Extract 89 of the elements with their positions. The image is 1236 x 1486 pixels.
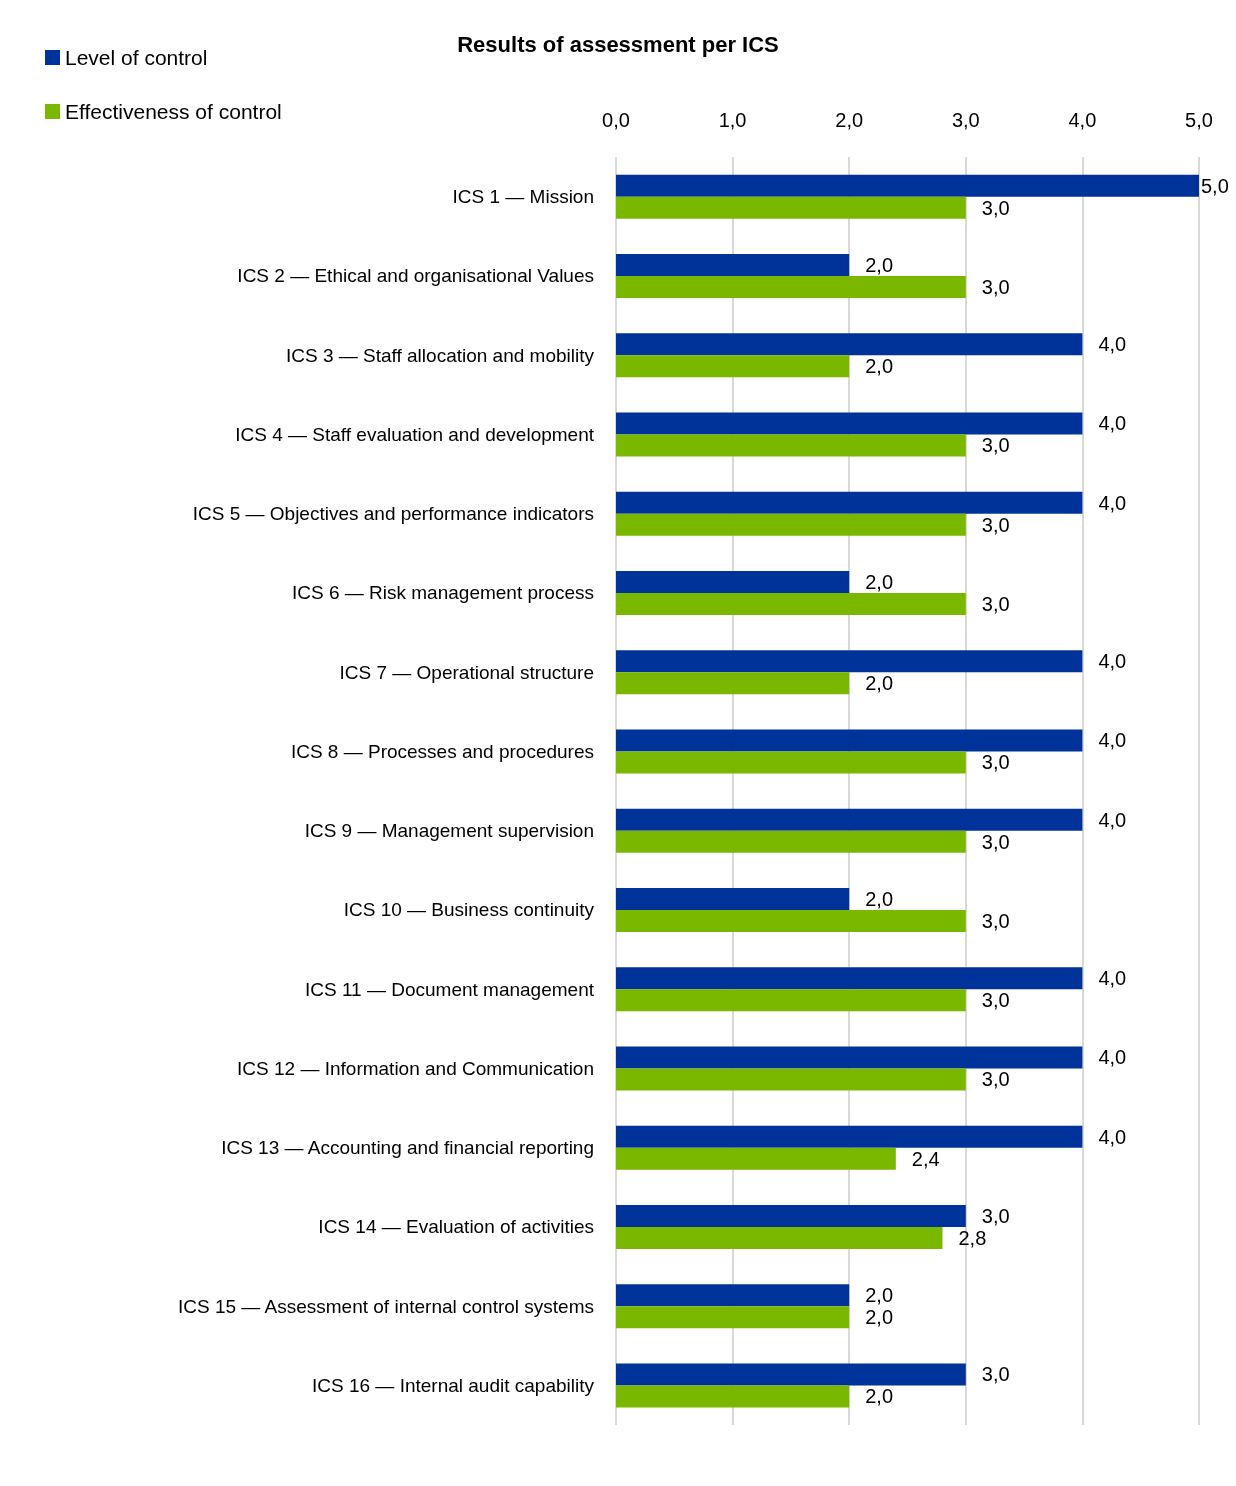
y-tick-label: ICS 1 — Mission (452, 186, 594, 208)
y-tick-label: ICS 8 — Processes and procedures (290, 740, 594, 762)
bar (616, 513, 966, 536)
data-label: 4,0 (1098, 1046, 1127, 1069)
data-label: 2,4 (911, 1147, 940, 1170)
data-label: 2,0 (865, 253, 894, 276)
data-label: 2,0 (865, 355, 894, 378)
bar (616, 434, 966, 457)
bar (616, 1385, 850, 1408)
data-label: 3,0 (981, 830, 1010, 853)
bar (616, 491, 1083, 514)
bar (616, 1046, 1083, 1069)
data-label: 3,0 (981, 196, 1010, 219)
data-label: 3,0 (981, 1363, 1010, 1386)
data-label: 3,0 (981, 592, 1010, 615)
bar (616, 174, 1199, 197)
x-tick-label: 3,0 (951, 109, 980, 131)
data-label: 4,0 (1098, 729, 1127, 752)
bar (616, 412, 1083, 435)
bar (616, 808, 1083, 831)
data-label: 2,0 (865, 1306, 894, 1329)
bar (616, 253, 850, 276)
bar (616, 1284, 850, 1307)
bar (616, 1204, 966, 1227)
bar (616, 333, 1083, 356)
data-label: 2,0 (865, 1385, 894, 1408)
bar (616, 1363, 966, 1386)
data-label: 3,0 (981, 1204, 1010, 1227)
bar (616, 1306, 850, 1329)
data-label: 2,0 (865, 672, 894, 695)
bar (616, 1147, 896, 1170)
legend-label: Level of control (65, 46, 208, 69)
bar (616, 909, 966, 932)
x-tick-label: 5,0 (1185, 109, 1213, 131)
bar (616, 570, 850, 593)
y-tick-label: ICS 6 — Risk management process (291, 582, 594, 604)
y-tick-label: ICS 9 — Management supervision (304, 820, 594, 842)
bar (616, 729, 1083, 752)
bar (616, 592, 966, 615)
bar (616, 650, 1083, 673)
y-tick-label: ICS 15 — Assessment of internal control systems (177, 1295, 594, 1317)
legend-label: Effectiveness of control (65, 100, 282, 123)
bar (616, 1068, 966, 1091)
y-tick-label: ICS 14 — Evaluation of activities (318, 1216, 594, 1238)
data-label: 3,0 (981, 909, 1010, 932)
y-tick-label: ICS 4 — Staff evaluation and development (235, 423, 595, 445)
y-tick-label: ICS 12 — Information and Communication (237, 1057, 594, 1079)
y-tick-label: ICS 16 — Internal audit capability (312, 1374, 595, 1396)
y-tick-label: ICS 13 — Accounting and financial reporting (221, 1137, 594, 1159)
data-label: 2,0 (865, 1284, 894, 1307)
y-tick-label: ICS 11 — Document management (304, 978, 595, 1000)
chart-title: Results of assessment per ICS (457, 31, 779, 57)
bar (616, 355, 850, 378)
y-tick-label: ICS 2 — Ethical and organisational Values (237, 265, 594, 287)
bar (616, 1226, 943, 1249)
x-tick-label: 1,0 (718, 109, 747, 131)
x-tick-label: 0,0 (602, 109, 630, 131)
data-label: 3,0 (981, 513, 1010, 536)
data-label: 4,0 (1098, 808, 1127, 831)
data-label: 2,0 (865, 570, 894, 593)
data-label: 3,0 (981, 1068, 1010, 1091)
bar (616, 967, 1083, 990)
bar (616, 275, 966, 298)
data-label: 2,8 (958, 1226, 987, 1249)
bar (616, 887, 850, 910)
y-tick-label: ICS 10 — Business continuity (343, 899, 595, 921)
data-label: 4,0 (1098, 650, 1127, 673)
bar (616, 751, 966, 774)
data-label: 3,0 (981, 751, 1010, 774)
x-tick-label: 4,0 (1068, 109, 1097, 131)
data-label: 5,0 (1201, 174, 1229, 197)
data-label: 4,0 (1098, 491, 1127, 514)
data-label: 2,0 (865, 887, 894, 910)
data-label: 4,0 (1098, 333, 1127, 356)
data-label: 4,0 (1098, 967, 1127, 990)
data-label: 3,0 (981, 989, 1010, 1012)
x-tick-label: 2,0 (835, 109, 864, 131)
y-tick-label: ICS 5 — Objectives and performance indicators (192, 503, 594, 525)
data-label: 4,0 (1098, 412, 1127, 435)
y-tick-label: ICS 3 — Staff allocation and mobility (285, 344, 595, 366)
y-tick-label: ICS 7 — Operational structure (339, 661, 594, 683)
bar (616, 830, 966, 853)
data-label: 3,0 (981, 434, 1010, 457)
data-label: 3,0 (981, 275, 1010, 298)
bar (616, 672, 850, 695)
bar (616, 989, 966, 1012)
data-label: 4,0 (1098, 1125, 1127, 1148)
bar (616, 196, 966, 219)
bar (616, 1125, 1083, 1148)
